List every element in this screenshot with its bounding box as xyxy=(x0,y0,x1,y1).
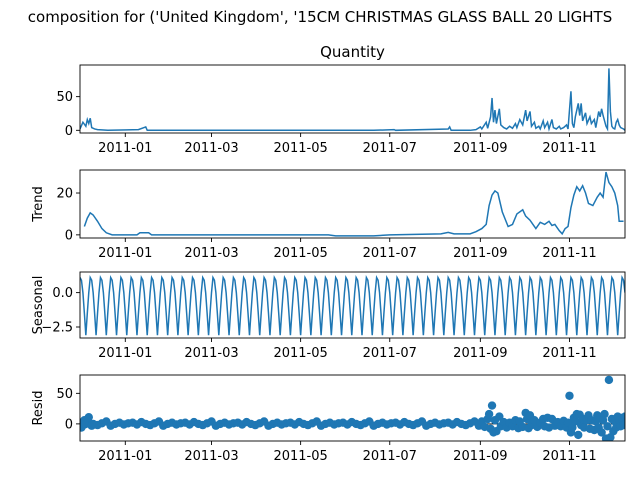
resid-xtick-label: 2011-09 xyxy=(453,449,507,464)
quantity-xtick-label: 2011-05 xyxy=(273,141,327,156)
resid-ylabel: Resid xyxy=(31,390,46,425)
trend-xtick-label: 2011-11 xyxy=(542,246,596,261)
resid-xtick-label: 2011-01 xyxy=(98,449,152,464)
seasonal-xtick-label: 2011-05 xyxy=(273,346,327,361)
seasonal-ylabel: Seasonal xyxy=(31,276,46,335)
resid-xtick-label: 2011-11 xyxy=(542,449,596,464)
trend-xtick-label: 2011-09 xyxy=(453,246,507,261)
resid-point xyxy=(565,391,574,400)
resid-axes-frame xyxy=(79,374,626,442)
resid-point xyxy=(604,375,614,385)
seasonal-plot-area xyxy=(80,274,625,336)
seasonal-ytick-label: −2.5 xyxy=(41,321,73,336)
trend-series-line xyxy=(83,171,624,237)
seasonal-series-line xyxy=(80,274,625,336)
resid-xtick-label: 2011-03 xyxy=(184,449,238,464)
seasonal-axes-frame xyxy=(79,271,626,339)
resid-panel: 0 50 2011-01 2011-03 2011-05 2011-07 2011-09 20… xyxy=(31,374,626,464)
trend-panel: 0 20 2011-01 2011-03 2011-05 2011-07 2011-09 20… xyxy=(31,169,626,261)
quantity-xtick-label: 2011-01 xyxy=(98,141,152,156)
resid-plot-area xyxy=(80,375,625,441)
quantity-xtick-label: 2011-03 xyxy=(184,141,238,156)
trend-axes-frame xyxy=(79,169,626,239)
resid-point xyxy=(84,412,93,422)
trend-ytick-label: 20 xyxy=(56,187,73,202)
seasonal-xtick-label: 2011-07 xyxy=(363,346,417,361)
trend-ytick-label: 0 xyxy=(65,228,73,243)
quantity-title: Quantity xyxy=(320,43,385,61)
trend-ylabel: Trend xyxy=(31,186,46,223)
trend-xtick-label: 2011-01 xyxy=(98,246,152,261)
quantity-ytick-label: 0 xyxy=(65,124,73,139)
seasonal-xtick-label: 2011-01 xyxy=(98,346,152,361)
quantity-series-line xyxy=(80,68,625,132)
seasonal-xtick-label: 2011-09 xyxy=(453,346,507,361)
resid-point xyxy=(597,428,606,437)
resid-ytick-label: 50 xyxy=(56,387,73,402)
seasonal-xtick-label: 2011-11 xyxy=(542,346,596,361)
figure-suptitle: composition for ('United Kingdom', '15CM… xyxy=(28,8,612,26)
seasonal-ytick-label: 0.0 xyxy=(52,286,73,301)
trend-plot-area xyxy=(83,171,624,237)
resid-point xyxy=(600,409,609,419)
resid-ytick-label: 0 xyxy=(65,417,73,432)
quantity-panel: 0 50 2011-01 2011-03 2011-05 2011-07 2011-09 20… xyxy=(56,43,626,156)
quantity-ytick-label: 50 xyxy=(56,90,73,105)
resid-xtick-label: 2011-07 xyxy=(363,449,417,464)
resid-point xyxy=(603,422,612,431)
quantity-xtick-label: 2011-09 xyxy=(453,141,507,156)
resid-point xyxy=(619,420,625,430)
seasonal-xtick-label: 2011-03 xyxy=(184,346,238,361)
resid-point xyxy=(620,412,625,421)
resid-point xyxy=(484,409,494,419)
quantity-plot-area xyxy=(80,68,625,132)
resid-point xyxy=(87,421,96,430)
resid-xtick-label: 2011-05 xyxy=(273,449,327,464)
resid-point xyxy=(487,401,497,410)
seasonal-panel: 0.0 −2.5 2011-01 2011-03 2011-05 2011-07 2011-… xyxy=(31,271,626,361)
quantity-xtick-label: 2011-07 xyxy=(363,141,417,156)
quantity-xtick-label: 2011-11 xyxy=(542,141,596,156)
trend-xtick-label: 2011-05 xyxy=(273,246,327,261)
subplot-panels: 0 50 2011-01 2011-03 2011-05 2011-07 2011-09 20… xyxy=(31,43,626,464)
resid-point xyxy=(574,430,583,440)
quantity-axes-frame xyxy=(79,64,626,134)
trend-xtick-label: 2011-03 xyxy=(184,246,238,261)
trend-xtick-label: 2011-07 xyxy=(363,246,417,261)
